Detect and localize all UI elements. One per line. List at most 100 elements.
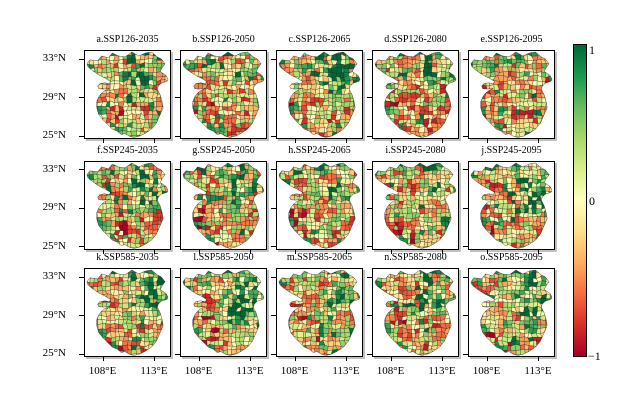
y-axis-label: 29°N — [42, 308, 66, 321]
map-svg-j — [470, 162, 553, 249]
x-tick-mark — [538, 357, 539, 361]
y-axis-label: 33°N — [42, 162, 66, 175]
x-axis-label: 113°E — [524, 365, 552, 377]
map-svg-n — [374, 269, 457, 356]
map-svg-c — [278, 51, 361, 138]
y-tick-mark — [463, 246, 468, 247]
x-tick-mark — [198, 249, 200, 254]
panel-title-a: a.SSP126-2035 — [96, 34, 159, 45]
panel-title-l: l.SSP585-2050 — [193, 252, 254, 263]
x-axis-label: 108°E — [472, 365, 501, 377]
map-svg-a — [86, 51, 169, 138]
y-tick-mark — [367, 169, 372, 170]
y-tick-mark — [79, 207, 84, 209]
map-panel-b — [180, 50, 267, 139]
x-tick-mark — [442, 139, 443, 143]
x-tick-mark — [538, 139, 539, 143]
y-axis-label: 33°N — [42, 52, 66, 64]
y-tick-mark — [271, 169, 276, 170]
y-tick-mark — [79, 276, 84, 278]
x-tick-mark — [390, 139, 392, 143]
x-axis-label: 108°E — [184, 365, 213, 377]
x-tick-mark — [294, 357, 296, 361]
x-tick-mark — [442, 249, 443, 254]
map-svg-i — [374, 162, 457, 249]
y-tick-mark — [79, 246, 84, 247]
panel-title-m: m.SSP585-2065 — [286, 252, 353, 263]
x-axis-label: 113°E — [140, 365, 168, 377]
map-panel-h — [276, 160, 363, 250]
y-tick-mark — [79, 169, 84, 170]
y-tick-mark — [175, 353, 180, 355]
map-panel-a — [84, 50, 171, 139]
y-tick-mark — [463, 169, 468, 170]
x-tick-mark — [250, 357, 251, 361]
x-axis-label: 108°E — [280, 365, 309, 377]
map-svg-f — [86, 162, 169, 249]
x-tick-mark — [198, 139, 200, 143]
y-axis-label: 29°N — [42, 201, 66, 213]
y-tick-mark — [271, 135, 276, 137]
y-tick-mark — [175, 246, 180, 247]
y-tick-mark — [367, 353, 372, 355]
panel-title-k: k.SSP585-2035 — [96, 252, 159, 263]
y-tick-mark — [367, 246, 372, 247]
y-tick-mark — [367, 58, 372, 60]
y-tick-mark — [175, 207, 180, 209]
map-panel-m — [276, 268, 363, 357]
x-tick-mark — [346, 357, 347, 361]
y-tick-mark — [271, 315, 276, 316]
map-svg-l — [182, 269, 265, 356]
panel-title-o: o.SSP585-2095 — [480, 252, 543, 263]
x-tick-mark — [538, 249, 539, 254]
y-tick-mark — [367, 97, 372, 98]
y-tick-mark — [175, 315, 180, 316]
panel-title-i: i.SSP245-2080 — [385, 144, 446, 156]
panel-title-c: c.SSP126-2065 — [288, 34, 351, 45]
x-tick-mark — [250, 139, 251, 143]
map-panel-e — [468, 50, 555, 139]
map-svg-m — [278, 269, 361, 356]
map-panel-j — [468, 160, 555, 250]
y-tick-mark — [463, 315, 468, 316]
x-axis-label: 113°E — [236, 365, 264, 377]
panel-title-d: d.SSP126-2080 — [384, 34, 447, 45]
map-panel-l — [180, 268, 267, 357]
panel-title-g: g.SSP245-2050 — [192, 144, 255, 156]
x-tick-mark — [442, 357, 443, 361]
y-tick-mark — [367, 315, 372, 316]
y-tick-mark — [271, 58, 276, 60]
y-tick-mark — [463, 207, 468, 209]
map-panel-f — [84, 160, 171, 250]
x-tick-mark — [294, 249, 296, 254]
y-tick-mark — [175, 97, 180, 98]
x-tick-mark — [486, 249, 488, 254]
y-tick-mark — [79, 58, 84, 60]
colorbar-label-min: −1 — [588, 349, 601, 363]
map-panel-d — [372, 50, 459, 139]
x-tick-mark — [486, 357, 488, 361]
panel-title-f: f.SSP245-2035 — [97, 144, 158, 156]
x-axis-label: 108°E — [376, 365, 405, 377]
map-panel-k — [84, 268, 171, 357]
y-tick-mark — [271, 207, 276, 209]
panel-title-n: n.SSP585-2080 — [384, 252, 447, 263]
map-svg-h — [278, 162, 361, 249]
y-tick-mark — [79, 135, 84, 137]
colorbar-label-max: 1 — [589, 43, 595, 57]
x-tick-mark — [294, 139, 296, 143]
map-svg-e — [470, 51, 553, 138]
x-tick-mark — [154, 139, 155, 143]
x-tick-mark — [390, 249, 392, 254]
y-tick-mark — [367, 135, 372, 137]
map-panel-o — [468, 268, 555, 357]
x-axis-label: 113°E — [428, 365, 456, 377]
x-axis-label: 108°E — [88, 365, 117, 377]
y-tick-mark — [367, 276, 372, 278]
colorbar-label-mid: 0 — [589, 194, 595, 208]
y-tick-mark — [463, 135, 468, 137]
y-axis-label: 29°N — [42, 90, 66, 103]
panel-title-b: b.SSP126-2050 — [192, 34, 255, 45]
y-tick-mark — [463, 97, 468, 98]
